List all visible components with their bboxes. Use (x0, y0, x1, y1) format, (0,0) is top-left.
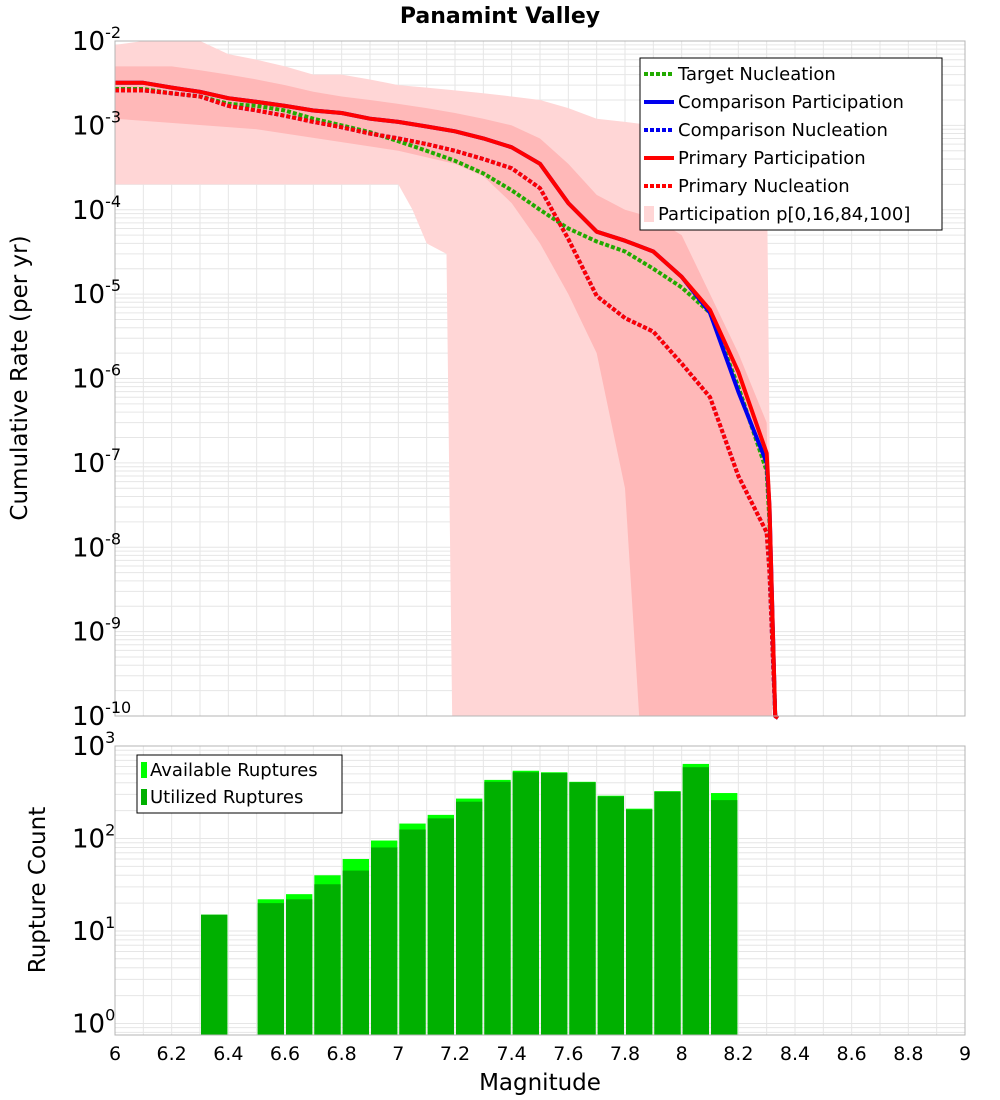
band-inner-p16-p84 (115, 66, 773, 716)
x-tick-label: 7 (392, 1043, 404, 1065)
percentile-bands (115, 41, 773, 716)
legend-swatch-utilized-ruptures (141, 789, 147, 805)
legend-label: Primary Nucleation (678, 176, 850, 197)
y-tick-label: 10-7 (72, 445, 121, 479)
x-tick-labels: 6 6.2 6.4 6.6 6.8 7 7.2 7.4 7.6 7.8 8 8.2 8.4 8.6 8.8 9 (109, 1043, 971, 1065)
y-tick-label: 10-10 (72, 698, 131, 732)
y-tick-label: 10-9 (72, 614, 121, 648)
x-tick-label: 9 (959, 1043, 971, 1065)
top-y-tick-labels: 10-2 10-3 10-4 10-5 10-6 10-7 10-8 10-9 10-10 (72, 23, 131, 732)
bar-utilized-ruptures (711, 800, 738, 1035)
x-tick-label: 7.2 (440, 1043, 470, 1065)
bar-utilized-ruptures (427, 818, 454, 1035)
x-tick-label: 7.8 (610, 1043, 640, 1065)
bar-utilized-ruptures (314, 884, 341, 1035)
x-tick-label: 6.4 (213, 1043, 243, 1065)
bar-utilized-ruptures (569, 782, 596, 1035)
y-tick-label: 100 (72, 1005, 115, 1039)
y-tick-label: 101 (72, 913, 115, 947)
rate-curves (115, 80, 780, 720)
legend-label: Primary Participation (678, 148, 866, 169)
top-legend: Target Nucleation Comparison Participatio… (639, 57, 943, 231)
y-tick-label: 10-6 (72, 361, 121, 395)
y-tick-label: 10-3 (72, 107, 121, 141)
bar-utilized-ruptures (371, 847, 398, 1035)
x-tick-label: 8 (676, 1043, 688, 1065)
bar-utilized-ruptures (654, 791, 681, 1035)
bottom-y-axis-label: Rupture Count (25, 807, 51, 973)
bar-utilized-ruptures (257, 903, 284, 1035)
bottom-legend-box (136, 754, 343, 814)
bar-utilized-ruptures (682, 767, 709, 1035)
rupture-bars (201, 763, 738, 1035)
legend-label: Utilized Ruptures (150, 787, 303, 808)
series-line-primary-nucleation (115, 88, 780, 720)
legend-label: Participation p[0,16,84,100] (658, 204, 910, 225)
legend-swatch-available-ruptures (141, 762, 147, 778)
x-tick-label: 7.6 (553, 1043, 583, 1065)
top-y-axis-label: Cumulative Rate (per yr) (7, 235, 33, 520)
x-tick-label: 8.8 (893, 1043, 923, 1065)
bar-utilized-ruptures (286, 899, 313, 1035)
x-tick-label: 8.2 (723, 1043, 753, 1065)
bar-utilized-ruptures (626, 809, 653, 1035)
top-plot-frame (114, 40, 966, 717)
y-tick-label: 10-4 (72, 192, 121, 226)
x-tick-label: 8.4 (780, 1043, 810, 1065)
y-tick-label: 103 (72, 728, 115, 762)
bar-utilized-ruptures (342, 870, 369, 1035)
bar-utilized-ruptures (484, 781, 511, 1035)
bar-utilized-ruptures (399, 829, 426, 1035)
x-tick-label: 7.4 (497, 1043, 527, 1065)
y-tick-label: 102 (72, 820, 115, 854)
bar-utilized-ruptures (512, 772, 539, 1035)
legend-label: Comparison Nucleation (678, 120, 888, 141)
x-tick-label: 6.8 (327, 1043, 357, 1065)
legend-label: Comparison Participation (678, 92, 904, 113)
bottom-y-tick-labels: 103 102 101 100 (72, 728, 115, 1039)
chart-title: Panamint Valley (400, 4, 600, 29)
y-tick-label: 10-5 (72, 276, 121, 310)
legend-swatch-band (644, 206, 654, 222)
y-tick-label: 10-2 (72, 23, 121, 57)
bar-utilized-ruptures (201, 914, 228, 1035)
series-line-primary-participation (115, 80, 780, 720)
x-axis-label: Magnitude (479, 1070, 601, 1096)
legend-box (639, 57, 943, 231)
bar-utilized-ruptures (597, 796, 624, 1035)
series-line-target-nucleation (115, 87, 780, 720)
bar-utilized-ruptures (541, 773, 568, 1035)
bottom-gridlines (114, 746, 966, 1035)
x-tick-label: 6 (109, 1043, 121, 1065)
bottom-plot-frame (114, 745, 966, 1036)
y-tick-label: 10-8 (72, 529, 121, 563)
legend-label: Target Nucleation (677, 64, 836, 85)
x-tick-label: 6.2 (157, 1043, 187, 1065)
legend-label: Available Ruptures (150, 760, 318, 781)
x-tick-label: 8.6 (837, 1043, 867, 1065)
bar-utilized-ruptures (456, 801, 483, 1035)
bottom-legend: Available Ruptures Utilized Ruptures (136, 754, 343, 814)
x-tick-label: 6.6 (270, 1043, 300, 1065)
